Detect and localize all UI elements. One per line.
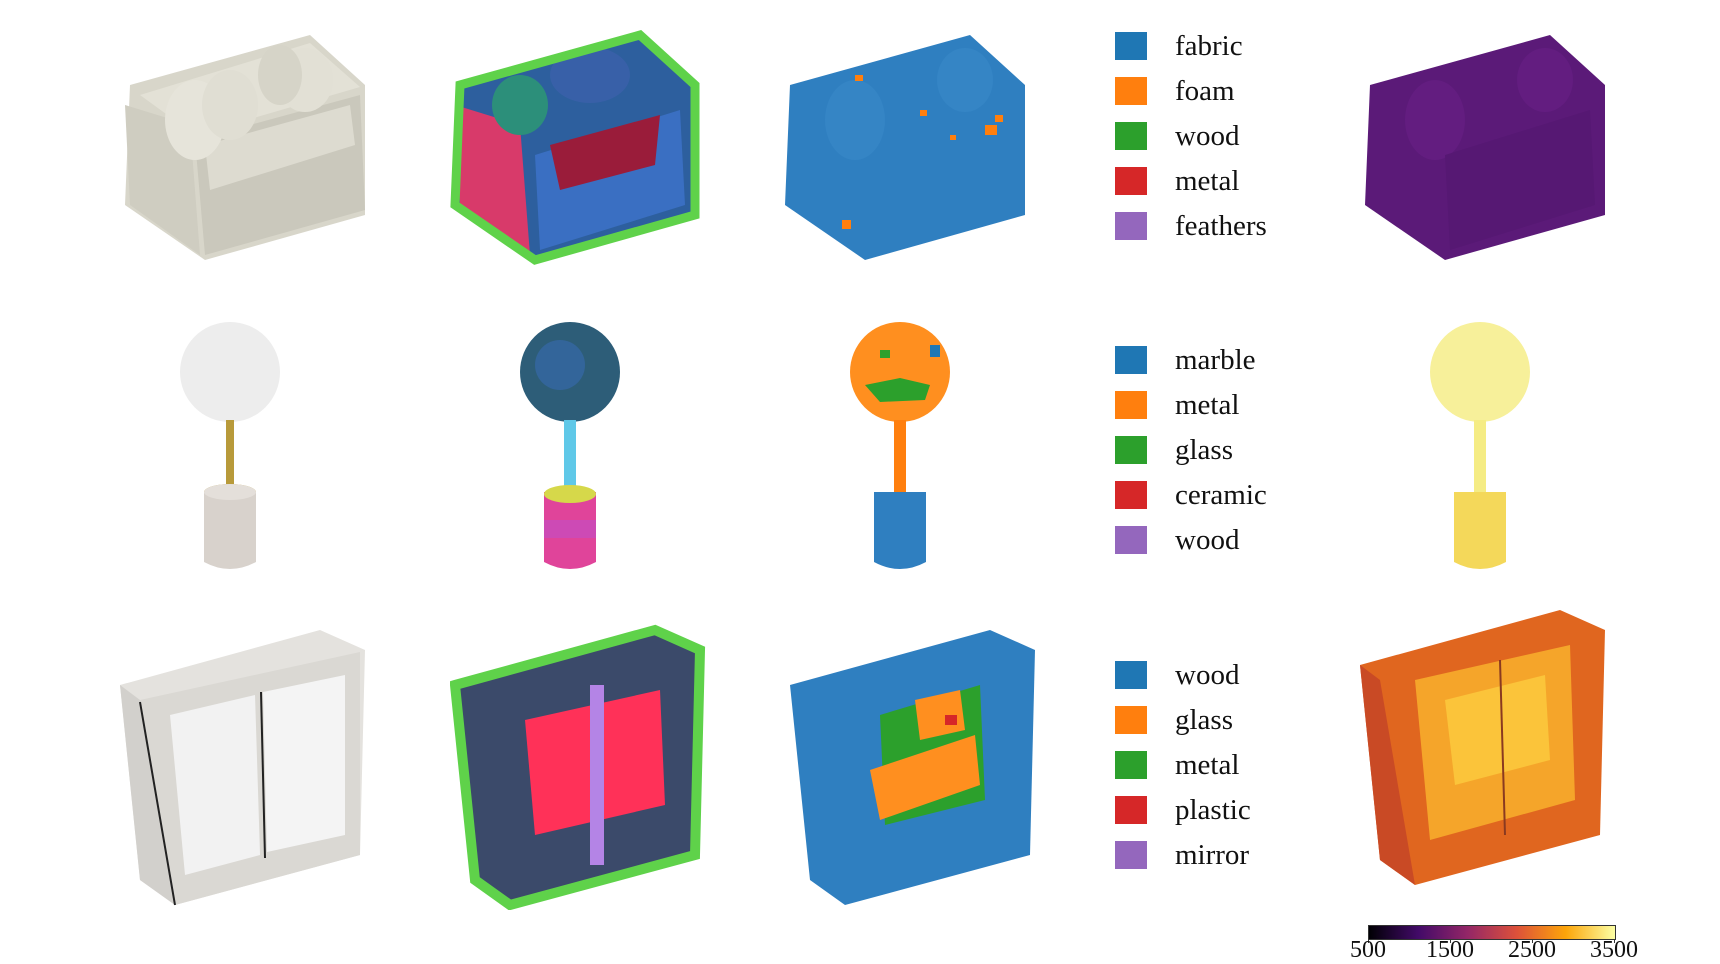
legend-label: glass [1175,434,1233,466]
sofa-feature-pca [450,29,700,265]
colorbar-tick [1368,939,1369,943]
wardrobe-render [120,630,365,906]
legend-swatch [1115,661,1147,689]
legend-swatch [1115,796,1147,824]
legend-swatch [1115,77,1147,105]
legend-label: wood [1175,524,1240,556]
colorbar-tick-label: 3500 [1590,937,1638,963]
sofa-density-map [1365,35,1605,260]
legend-swatch [1115,706,1147,734]
legend-swatch [1115,346,1147,374]
legend-label: metal [1175,165,1240,197]
colorbar [1368,925,1616,940]
lamp-render [180,322,280,569]
legend-swatch [1115,122,1147,150]
legend-label: glass [1175,704,1233,736]
colorbar-tick [1614,939,1615,943]
legend-label: wood [1175,659,1240,691]
legend-label: plastic [1175,794,1251,826]
colorbar-tick [1450,939,1451,943]
wardrobe-feature-pca [450,624,706,910]
colorbar-tick-label: 500 [1350,937,1386,963]
legend-label: wood [1175,120,1240,152]
legend-swatch [1115,32,1147,60]
legend-label: mirror [1175,839,1250,871]
wardrobe-material-segmentation [790,630,1035,905]
colorbar-tick [1532,939,1533,943]
legend-swatch [1115,212,1147,240]
colorbar-tick-label: 1500 [1426,937,1474,963]
legend-label: marble [1175,344,1256,376]
legend-swatch [1115,751,1147,779]
wardrobe-density-map [1360,610,1605,885]
sofa-render [125,35,365,260]
legend-swatch [1115,167,1147,195]
legend-label: metal [1175,749,1240,781]
lamp-density-map [1430,322,1530,569]
legend-label: foam [1175,75,1235,107]
lamp-feature-pca [520,322,620,569]
legend-swatch [1115,391,1147,419]
legend-swatch [1115,841,1147,869]
legend-swatch [1115,526,1147,554]
sofa-material-segmentation [785,35,1025,260]
colorbar-tick-label: 2500 [1508,937,1556,963]
lamp-material-segmentation [850,322,950,569]
legend-label: metal [1175,389,1240,421]
legend-label: ceramic [1175,479,1267,511]
legend-label: fabric [1175,30,1243,62]
legend-label: feathers [1175,210,1267,242]
legend-swatch [1115,481,1147,509]
legend-swatch [1115,436,1147,464]
